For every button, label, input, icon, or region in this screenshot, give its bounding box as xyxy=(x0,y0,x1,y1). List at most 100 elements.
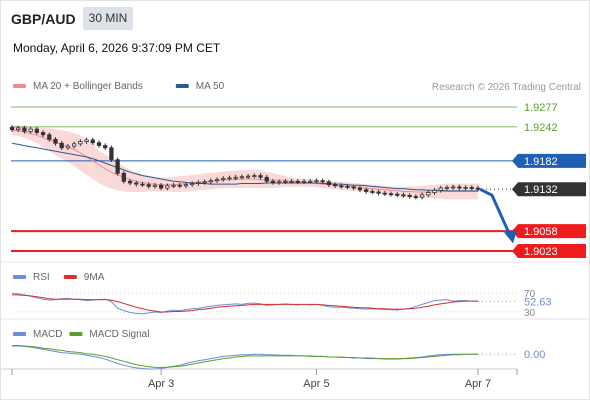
level-label-support: 1.9023 xyxy=(524,246,558,258)
candle-body xyxy=(221,178,226,180)
candle-body xyxy=(208,180,213,183)
candle-body xyxy=(78,141,83,145)
candle-body xyxy=(314,180,319,183)
symbol-label: GBP/AUD xyxy=(11,11,76,27)
rsi-ma-line xyxy=(12,294,478,313)
macd-legend-label: MACD xyxy=(33,329,62,340)
candle-body xyxy=(364,189,369,192)
candle-body xyxy=(463,187,468,189)
candle-body xyxy=(301,180,307,183)
candle-body xyxy=(326,181,332,186)
candle-body xyxy=(53,138,58,144)
macd-signal-line xyxy=(12,345,478,368)
candle-body xyxy=(109,147,114,161)
candle-body xyxy=(245,175,251,178)
candle-body xyxy=(438,187,443,191)
candle-body xyxy=(183,184,189,187)
candle-body xyxy=(214,179,220,182)
credit-text: Research © 2026 Trading Central xyxy=(432,82,581,93)
level-label-resistance: 1.9277 xyxy=(524,102,558,114)
candle-body xyxy=(127,180,133,184)
candle-body xyxy=(270,180,276,183)
candle-body xyxy=(345,185,350,188)
candle-body xyxy=(289,180,294,183)
candle-body xyxy=(28,128,33,132)
price-legend-label: MA 50 xyxy=(196,81,225,92)
macd-legend-swatch xyxy=(13,332,26,336)
x-axis-tick-label: Apr 7 xyxy=(465,378,491,390)
candle-body xyxy=(376,191,381,194)
candle-body xyxy=(264,176,269,182)
candle-body xyxy=(252,175,257,177)
candle-body xyxy=(158,184,164,189)
price-legend-swatch xyxy=(13,84,26,88)
candle-body xyxy=(395,193,400,196)
level-label-resistance: 1.9242 xyxy=(524,122,558,134)
level-label-pivot: 1.9182 xyxy=(524,156,558,168)
rsi-legend-label: RSI xyxy=(33,272,50,283)
timeframe-button[interactable]: 30 MIN xyxy=(83,7,133,30)
candle-body xyxy=(351,186,356,189)
candle-body xyxy=(171,184,176,187)
candle-body xyxy=(419,194,425,198)
candle-body xyxy=(457,186,462,189)
candle-body xyxy=(165,185,170,189)
candle-body xyxy=(233,176,238,179)
candle-body xyxy=(388,193,394,196)
candle-body xyxy=(444,187,450,189)
level-tag-pivot xyxy=(512,153,586,168)
candle-body xyxy=(40,132,46,136)
candle-body xyxy=(65,145,71,149)
rsi-level-label: 70 xyxy=(524,289,536,300)
candle-body xyxy=(146,184,151,187)
candle-body xyxy=(202,181,207,184)
candle-body xyxy=(22,127,27,132)
rsi-value-label: 52.63 xyxy=(524,296,552,308)
candle-body xyxy=(71,143,77,147)
macd-line xyxy=(12,345,478,370)
candle-body xyxy=(283,180,288,183)
rsi-legend-swatch xyxy=(63,275,77,279)
candle-body xyxy=(16,127,21,131)
candle-body xyxy=(103,145,108,149)
x-axis-tick-label: Apr 5 xyxy=(303,378,329,390)
candle-body xyxy=(9,127,15,131)
ma50-line xyxy=(11,142,478,192)
candle-body xyxy=(34,128,40,133)
candle-body xyxy=(370,191,375,193)
macd-legend-label: MACD Signal xyxy=(89,329,149,340)
candle-body xyxy=(320,180,325,183)
price-legend-swatch xyxy=(175,84,189,88)
candle-body xyxy=(47,134,52,140)
datetime-label: Monday, April 6, 2026 9:37:09 PM CET xyxy=(13,41,221,55)
candle-body xyxy=(413,196,419,198)
candle-body xyxy=(239,176,245,179)
candle-body xyxy=(401,194,406,197)
rsi-level-label: 30 xyxy=(524,308,536,319)
rsi-line xyxy=(11,293,479,315)
candle-body xyxy=(190,183,195,186)
level-tag-support xyxy=(512,224,586,239)
candle-body xyxy=(115,159,120,174)
candle-body xyxy=(332,184,338,187)
forecast-arrow-head xyxy=(504,230,517,244)
candle-body xyxy=(134,182,139,185)
level-tag-last xyxy=(512,182,586,197)
candle-body xyxy=(140,183,145,186)
level-label-support: 1.9058 xyxy=(524,226,558,238)
level-tag-support xyxy=(512,244,586,258)
macd-legend-swatch xyxy=(69,332,83,336)
candle-body xyxy=(407,195,412,197)
candle-body xyxy=(295,180,300,183)
candle-body xyxy=(227,177,232,180)
macd-value-label: 0.00 xyxy=(524,349,545,361)
candle-body xyxy=(475,187,481,190)
rsi-legend-swatch xyxy=(13,275,26,279)
candle-body xyxy=(258,175,263,178)
candle-body xyxy=(196,182,201,184)
level-label-last: 1.9132 xyxy=(524,184,558,196)
bollinger-band xyxy=(12,125,478,200)
candle-body xyxy=(59,142,64,149)
rsi-legend-label: 9MA xyxy=(84,272,105,283)
